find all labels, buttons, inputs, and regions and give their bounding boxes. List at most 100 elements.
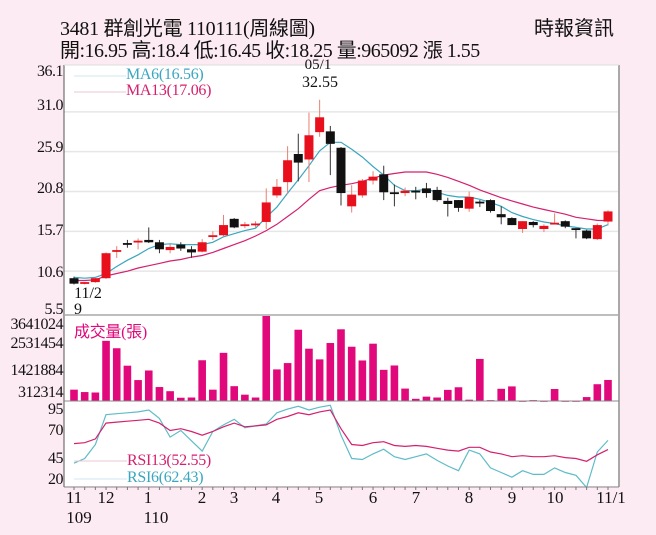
candle-body bbox=[539, 225, 549, 229]
volume-bar bbox=[550, 389, 559, 401]
candle-body bbox=[229, 218, 239, 228]
chart-title: 3481 群創光電 110111(周線圖) bbox=[60, 18, 315, 40]
rsi-y-label: 70 bbox=[48, 422, 64, 439]
candle bbox=[421, 182, 431, 198]
candle-body bbox=[293, 154, 303, 163]
rsi-y-label: 45 bbox=[48, 450, 64, 467]
volume-bar bbox=[337, 329, 345, 401]
candle bbox=[347, 185, 357, 213]
volume-bar bbox=[497, 388, 505, 401]
candle-body bbox=[368, 176, 378, 181]
candle-body bbox=[550, 222, 560, 225]
candle bbox=[122, 239, 132, 248]
x-month-label: 1 bbox=[143, 488, 153, 507]
legend-rsi13: RSI13(52.55) bbox=[127, 452, 211, 469]
candle-body bbox=[347, 194, 357, 207]
candle-body bbox=[101, 253, 111, 279]
candle-body bbox=[421, 188, 431, 194]
volume-y-label: 1421884 bbox=[10, 362, 64, 379]
volume-bar bbox=[251, 397, 260, 401]
price-y-label: 10.6 bbox=[37, 264, 64, 281]
candle bbox=[251, 221, 261, 228]
candle bbox=[411, 186, 421, 200]
source-label: 時報資訊 bbox=[534, 18, 614, 40]
price-y-label: 36.1 bbox=[37, 63, 64, 80]
candle-body bbox=[443, 200, 453, 204]
candle bbox=[496, 206, 506, 225]
candle-body bbox=[357, 180, 367, 196]
rsi-lines bbox=[73, 404, 609, 489]
x-month-label: 9 bbox=[507, 488, 517, 507]
low-date-annotation-2: 9 bbox=[74, 301, 82, 318]
volume-bar bbox=[80, 392, 89, 401]
x-month-label: 12 bbox=[97, 488, 115, 507]
candle-body bbox=[507, 218, 517, 226]
candle-body bbox=[400, 190, 410, 194]
candle-body bbox=[261, 202, 271, 222]
candle bbox=[272, 179, 282, 198]
panel-frames bbox=[63, 64, 620, 488]
volume-bar bbox=[187, 397, 196, 401]
volume-bar bbox=[315, 359, 324, 401]
volume-bar bbox=[454, 387, 463, 401]
volume-bar bbox=[401, 388, 409, 401]
volume-bar bbox=[326, 343, 335, 401]
x-month-label: 8 bbox=[464, 488, 474, 507]
candle-body bbox=[315, 117, 325, 133]
rsi13-line bbox=[73, 409, 609, 462]
candle-body bbox=[379, 174, 389, 193]
candle-body bbox=[496, 214, 506, 218]
candle-body bbox=[389, 192, 399, 195]
candle bbox=[69, 276, 79, 285]
candle-body bbox=[571, 228, 581, 231]
candle-body bbox=[122, 243, 132, 245]
candle bbox=[518, 221, 528, 233]
candle bbox=[176, 242, 186, 251]
volume-bar bbox=[305, 348, 313, 401]
candle-body bbox=[528, 221, 538, 226]
volume-bar bbox=[476, 358, 484, 401]
volume-bar bbox=[102, 340, 110, 401]
volume-bar bbox=[230, 386, 238, 401]
price-y-label: 25.9 bbox=[37, 139, 64, 156]
candle bbox=[219, 214, 229, 237]
candle-body bbox=[603, 211, 613, 222]
candle-body bbox=[475, 201, 485, 204]
legend-ma13: MA13(17.06) bbox=[126, 82, 212, 99]
candle bbox=[165, 244, 175, 254]
candle-body bbox=[144, 239, 154, 243]
candle bbox=[486, 199, 496, 213]
volume-bar bbox=[433, 397, 441, 401]
candle bbox=[229, 218, 239, 229]
candle-body bbox=[336, 147, 346, 194]
candle-body bbox=[208, 235, 218, 238]
volume-bar bbox=[91, 392, 100, 401]
volume-y-label: 2531454 bbox=[10, 335, 64, 352]
volume-bar bbox=[177, 397, 185, 401]
volume-bar bbox=[358, 360, 367, 401]
candle-body bbox=[464, 196, 474, 209]
candle-body bbox=[272, 186, 282, 196]
rsi-y-label: 95 bbox=[48, 401, 64, 418]
candle bbox=[186, 246, 196, 258]
x-month-label: 11/1 bbox=[596, 488, 626, 507]
candle bbox=[154, 239, 164, 254]
volume-bar bbox=[134, 380, 142, 401]
candle-body bbox=[112, 250, 122, 252]
candle-body bbox=[283, 160, 293, 183]
plot-area bbox=[64, 65, 619, 486]
candle-body bbox=[154, 242, 164, 250]
x-year-label: 109 bbox=[66, 508, 92, 527]
peak-date-annotation: 05/1 bbox=[304, 57, 332, 73]
candle bbox=[240, 221, 250, 229]
candle-body bbox=[197, 242, 207, 252]
price-y-label: 31.0 bbox=[37, 97, 64, 114]
price-y-label: 5.5 bbox=[44, 301, 64, 318]
volume-bar bbox=[379, 369, 388, 401]
candle-body bbox=[176, 244, 186, 249]
candle bbox=[283, 146, 293, 194]
volume-bar bbox=[604, 379, 612, 401]
volume-bars bbox=[70, 316, 612, 402]
x-month-label: 4 bbox=[271, 488, 281, 507]
candle bbox=[379, 165, 389, 201]
